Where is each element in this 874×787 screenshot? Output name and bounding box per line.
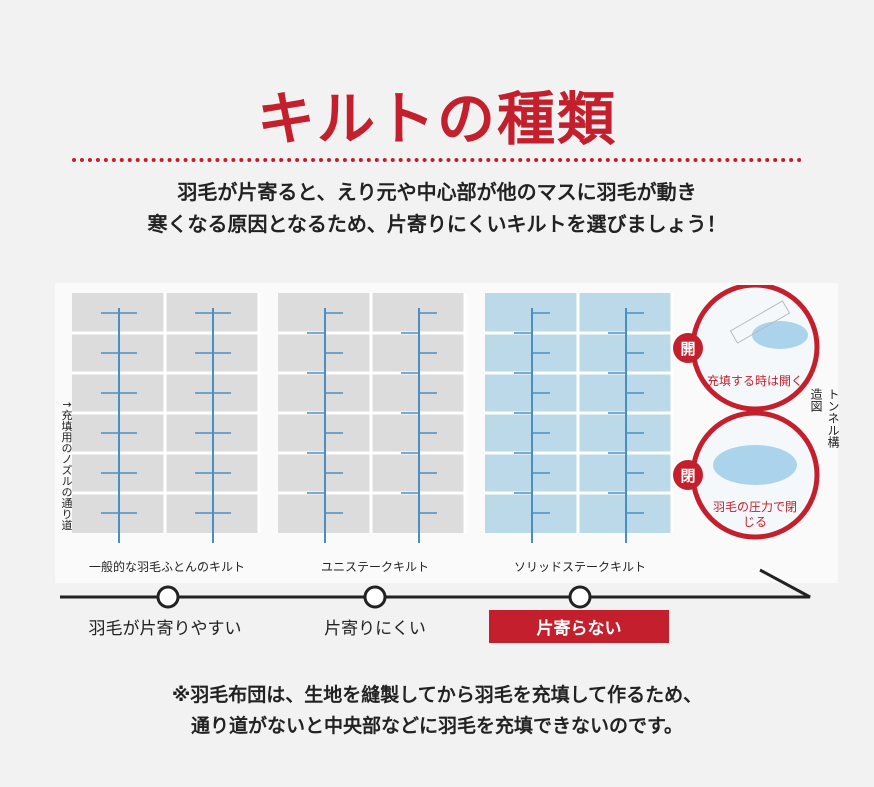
quilt-name-solid-stake: ソリッドステークキルト [513,560,646,574]
close-badge: 閉 [673,460,703,490]
dotted-divider [72,158,802,162]
close-caption: 羽毛の圧力で閉じる [712,500,797,529]
tunnel-structure-label: トンネル構造図 [809,388,840,448]
note-line-2: 通り道がないと中央部などに羽毛を充填できないのです。 [190,715,684,737]
open-caption: 充填する時は開く [706,374,803,388]
nozzle-path-label: ↑充填用のノズルの通り道 [60,400,73,531]
open-badge: 開 [673,333,703,363]
quilt-grids [72,293,674,543]
timeline [60,568,811,609]
rating-solid-stake: 片寄らない [489,610,669,643]
quilt-name-standard: 一般的な羽毛ふとんのキルト [88,560,245,574]
subtitle-line-2: 寒くなる原因となるため、片寄りにくいキルトを選びましょう！ [147,212,727,236]
note-line-1: ※羽毛布団は、生地を縫製してから羽毛を充填して作るため、 [171,684,703,706]
rating-standard: 羽毛が片寄りやすい [88,619,242,639]
rating-uni-stake: 片寄りにくい [324,619,426,639]
quilt-name-uni-stake: ユニステークキルト [320,560,429,574]
subtitle-line-1: 羽毛が片寄ると、えり元や中心部が他のマスに羽毛が動き [177,180,697,204]
page-title: キルトの種類 [256,85,617,153]
